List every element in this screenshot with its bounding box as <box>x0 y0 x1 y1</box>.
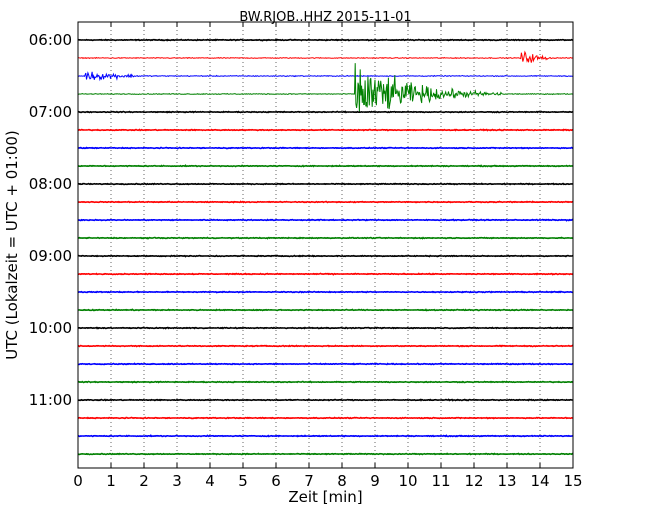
trace-1030 <box>78 362 573 366</box>
trace-1115 <box>78 416 573 420</box>
chart-title: BW.RJOB..HHZ 2015-11-01 <box>239 10 412 25</box>
trace-0745 <box>78 164 573 168</box>
trace-1100 <box>78 398 573 402</box>
ticks: 0 1 2 3 4 5 6 7 8 9 10 11 12 13 14 1506:0007:0008:0009:… <box>29 22 583 490</box>
plot-background <box>78 22 573 468</box>
plot-frame <box>77 21 574 469</box>
x-tick-label: 12 <box>464 472 483 490</box>
y-tick-label: 10:00 <box>29 319 72 337</box>
y-axis-label: UTC (Lokalzeit = UTC + 01:00) <box>3 130 21 360</box>
x-tick-label: 4 <box>205 472 215 490</box>
x-tick-label: 11 <box>431 472 450 490</box>
trace-0930 <box>78 290 573 294</box>
trace-1000 <box>78 326 573 330</box>
x-tick-label: 7 <box>304 472 314 490</box>
trace-0900 <box>78 254 573 258</box>
trace-0645 <box>78 63 573 113</box>
trace-0815 <box>78 200 573 204</box>
trace-1015 <box>78 344 573 348</box>
trace-0945 <box>78 308 573 312</box>
x-tick-label: 13 <box>497 472 516 490</box>
y-tick-label: 06:00 <box>29 31 72 49</box>
x-tick-label: 0 <box>73 472 83 490</box>
y-tick-label: 11:00 <box>29 391 72 409</box>
trace-1045 <box>78 380 573 384</box>
trace-0630 <box>78 71 573 82</box>
trace-0830 <box>78 218 573 222</box>
x-tick-label: 2 <box>139 472 149 490</box>
x-tick-label: 15 <box>563 472 582 490</box>
x-axis-label: Zeit [min] <box>288 488 363 506</box>
trace-0845 <box>78 236 573 240</box>
trace-0615 <box>78 50 573 63</box>
x-tick-label: 6 <box>271 472 281 490</box>
x-tick-label: 1 <box>106 472 116 490</box>
x-tick-label: 14 <box>530 472 549 490</box>
x-tick-label: 8 <box>337 472 347 490</box>
x-tick-label: 9 <box>370 472 380 490</box>
trace-0730 <box>78 146 573 150</box>
trace-0600 <box>78 38 573 42</box>
x-tick-label: 5 <box>238 472 248 490</box>
trace-0800 <box>78 182 573 186</box>
x-tick-label: 3 <box>172 472 182 490</box>
y-tick-label: 09:00 <box>29 247 72 265</box>
trace-1130 <box>78 434 573 438</box>
trace-0915 <box>78 272 573 276</box>
trace-0715 <box>78 128 573 132</box>
trace-1145 <box>78 452 573 456</box>
trace-0700 <box>78 110 573 114</box>
y-tick-label: 08:00 <box>29 175 72 193</box>
traces <box>78 38 573 456</box>
x-tick-label: 10 <box>398 472 417 490</box>
y-tick-label: 07:00 <box>29 103 72 121</box>
